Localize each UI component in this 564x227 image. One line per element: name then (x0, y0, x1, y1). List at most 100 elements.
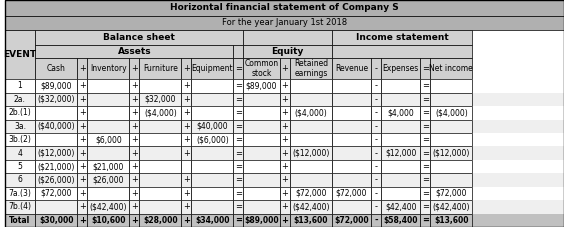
Bar (430, 120, 472, 133)
Text: $4,000: $4,000 (387, 108, 414, 117)
Bar (381, 214, 420, 227)
Bar (371, 93, 381, 106)
Text: +: + (79, 108, 86, 117)
Text: +: + (131, 202, 138, 211)
Bar (5, 120, 564, 133)
Text: Expenses: Expenses (382, 64, 418, 73)
Bar (290, 93, 332, 106)
Text: +: + (79, 189, 86, 198)
Bar (332, 187, 371, 200)
Text: 1: 1 (17, 81, 23, 91)
Bar (87, 160, 129, 173)
Text: $72,000: $72,000 (295, 189, 327, 198)
Text: 3a.: 3a. (14, 122, 26, 131)
Bar (233, 187, 244, 200)
Bar (280, 106, 290, 120)
Text: =: = (235, 202, 242, 211)
Bar (280, 214, 290, 227)
Bar (244, 58, 280, 79)
Text: $89,000: $89,000 (41, 81, 72, 91)
Text: =: = (235, 189, 242, 198)
Text: 7a.(3): 7a.(3) (8, 189, 32, 198)
Bar (430, 146, 472, 160)
Bar (87, 173, 129, 187)
Text: ($40,000): ($40,000) (37, 122, 75, 131)
Text: $72,000: $72,000 (41, 189, 72, 198)
Bar (5, 106, 564, 120)
Text: +: + (281, 162, 288, 171)
Bar (87, 214, 129, 227)
Bar (5, 146, 36, 160)
Text: $72,000: $72,000 (334, 216, 369, 225)
Bar (77, 120, 87, 133)
Text: $40,000: $40,000 (197, 122, 228, 131)
Bar (87, 79, 129, 93)
Bar (280, 146, 290, 160)
Bar (332, 120, 371, 133)
Bar (182, 58, 191, 79)
Bar (290, 187, 332, 200)
Bar (381, 106, 420, 120)
Bar (5, 133, 564, 146)
Bar (420, 146, 430, 160)
Bar (430, 106, 472, 120)
Bar (129, 173, 139, 187)
Bar (5, 79, 36, 93)
Bar (129, 200, 139, 214)
Bar (381, 133, 420, 146)
Bar (182, 146, 191, 160)
Bar (332, 45, 472, 58)
Text: =: = (235, 175, 242, 185)
Bar (36, 93, 77, 106)
Bar (129, 93, 139, 106)
Bar (129, 160, 139, 173)
Text: =: = (235, 135, 242, 144)
Bar (332, 133, 371, 146)
Bar (5, 106, 36, 120)
Text: $42,400: $42,400 (385, 202, 416, 211)
Bar (290, 200, 332, 214)
Text: +: + (131, 64, 138, 73)
Bar (430, 200, 472, 214)
Bar (5, 187, 564, 200)
Bar (87, 106, 129, 120)
Bar (332, 93, 371, 106)
Bar (36, 200, 77, 214)
Bar (139, 146, 182, 160)
Bar (87, 58, 129, 79)
Text: =: = (422, 95, 429, 104)
Bar (371, 133, 381, 146)
Text: $12,000: $12,000 (385, 149, 416, 158)
Text: 2b.(1): 2b.(1) (8, 108, 32, 117)
Text: ($12,000): ($12,000) (292, 149, 329, 158)
Bar (139, 79, 182, 93)
Bar (36, 133, 77, 146)
Text: =: = (235, 95, 242, 104)
Text: +: + (79, 202, 86, 211)
Text: +: + (183, 108, 190, 117)
Bar (182, 214, 191, 227)
Bar (244, 30, 332, 45)
Bar (280, 160, 290, 173)
Text: -: - (374, 216, 378, 225)
Bar (430, 93, 472, 106)
Bar (77, 106, 87, 120)
Text: +: + (281, 64, 288, 73)
Text: ($12,000): ($12,000) (38, 149, 75, 158)
Text: ($42,400): ($42,400) (292, 202, 329, 211)
Bar (280, 93, 290, 106)
Bar (332, 30, 472, 45)
Text: +: + (79, 122, 86, 131)
Bar (36, 79, 77, 93)
Bar (332, 106, 371, 120)
Bar (36, 45, 233, 58)
Bar (332, 200, 371, 214)
Bar (280, 173, 290, 187)
Text: Furniture: Furniture (143, 64, 178, 73)
Text: =: = (422, 149, 429, 158)
Text: ($21,000): ($21,000) (38, 162, 75, 171)
Text: -: - (374, 81, 377, 91)
Bar (182, 93, 191, 106)
Text: Total: Total (9, 216, 30, 225)
Bar (430, 160, 472, 173)
